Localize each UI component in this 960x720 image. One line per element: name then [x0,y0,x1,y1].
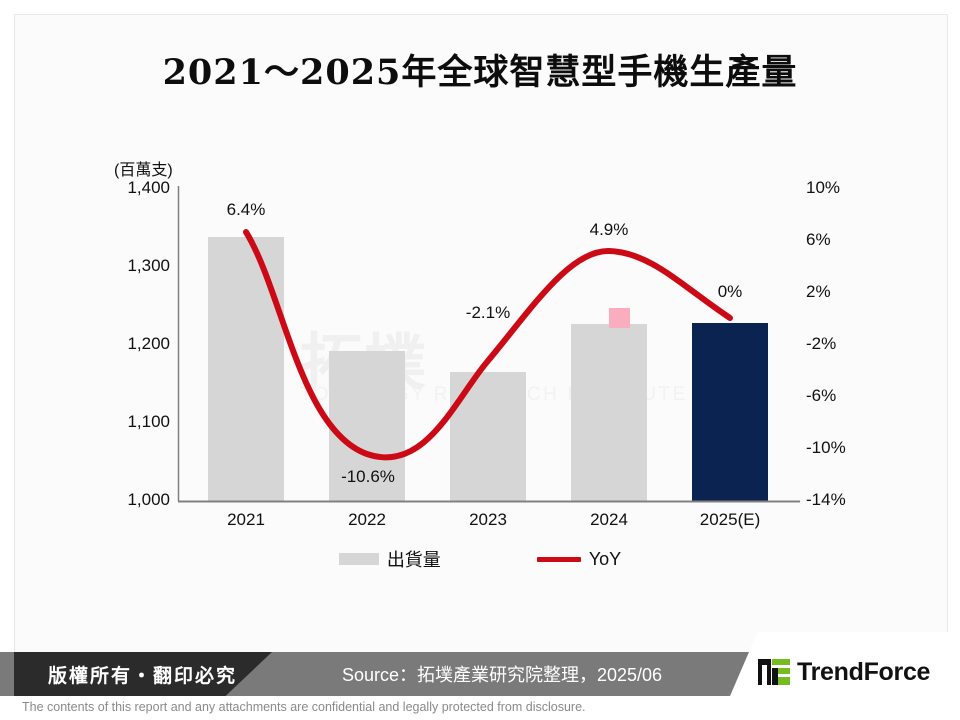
legend-label-shipments: 出貨量 [386,550,441,570]
bar-2021 [208,237,284,501]
brand-logo[interactable]: TrendForce [730,632,960,696]
x-axis-label-2023: 2023 [469,510,507,529]
legend-bar-swatch-icon [338,553,379,565]
value-label-2022: -10.6% [341,467,395,486]
copyright-text: 版權所有‧翻印必究 [48,665,238,687]
left-axis-unit: (百萬支) [114,162,173,179]
chart-legend: 出貨量 YoY [0,546,960,572]
right-axis-tick-10: 10% [806,178,841,197]
left-axis-tick-1200: 1,200 [127,334,170,353]
brand-name: TrendForce [797,657,931,686]
legend-item-shipments[interactable]: 出貨量 [338,546,441,572]
right-axis-tick-6: 6% [806,230,831,249]
slide-background [14,14,948,692]
x-axis-label-2022: 2022 [348,510,386,529]
page-title: 2021～2025年全球智慧型手機生產量 [162,52,798,93]
bar-2023 [450,372,526,501]
yoy-line [243,229,733,461]
value-label-2025: 0% [717,282,743,301]
trendforce-logo-icon [758,659,790,685]
value-label-2021: 6.4% [226,200,266,219]
footer: 版權所有‧翻印必究 Source：拓墣產業研究院整理，2025/06 Trend… [0,632,960,696]
bar-2024 [571,324,647,501]
right-axis-tick-2: 2% [806,282,831,301]
source-text: Source：拓墣產業研究院整理，2025/06 [341,665,663,685]
bar-2022 [329,351,405,501]
legend-item-yoy[interactable]: YoY [536,548,622,570]
value-label-2023: -2.1% [465,303,511,322]
legend-line-swatch-icon [536,556,581,562]
x-axis-label-2021: 2021 [227,510,265,529]
right-axis-tick-minus14: -14% [806,490,846,509]
legend-label-yoy: YoY [588,548,622,569]
disclaimer-text: The contents of this report and any atta… [22,700,586,714]
x-axis-label-2025: 2025(E) [699,510,761,529]
bar-series [208,237,768,501]
value-label-2024: 4.9% [589,220,629,239]
left-axis-tick-1300: 1,300 [127,256,170,275]
right-axis-tick-minus2: -2% [806,334,837,353]
marker-2024 [609,308,630,328]
bar-2025 [692,323,768,501]
right-axis-tick-minus10: -10% [806,438,846,457]
left-axis-tick-1000: 1,000 [127,490,170,509]
left-axis-tick-1100: 1,100 [127,412,170,431]
x-axis-label-2024: 2024 [590,510,628,529]
left-axis-tick-1400: 1,400 [127,178,170,197]
right-axis-tick-minus6: -6% [806,386,837,405]
copyright-tab: 版權所有‧翻印必究 [14,652,272,696]
